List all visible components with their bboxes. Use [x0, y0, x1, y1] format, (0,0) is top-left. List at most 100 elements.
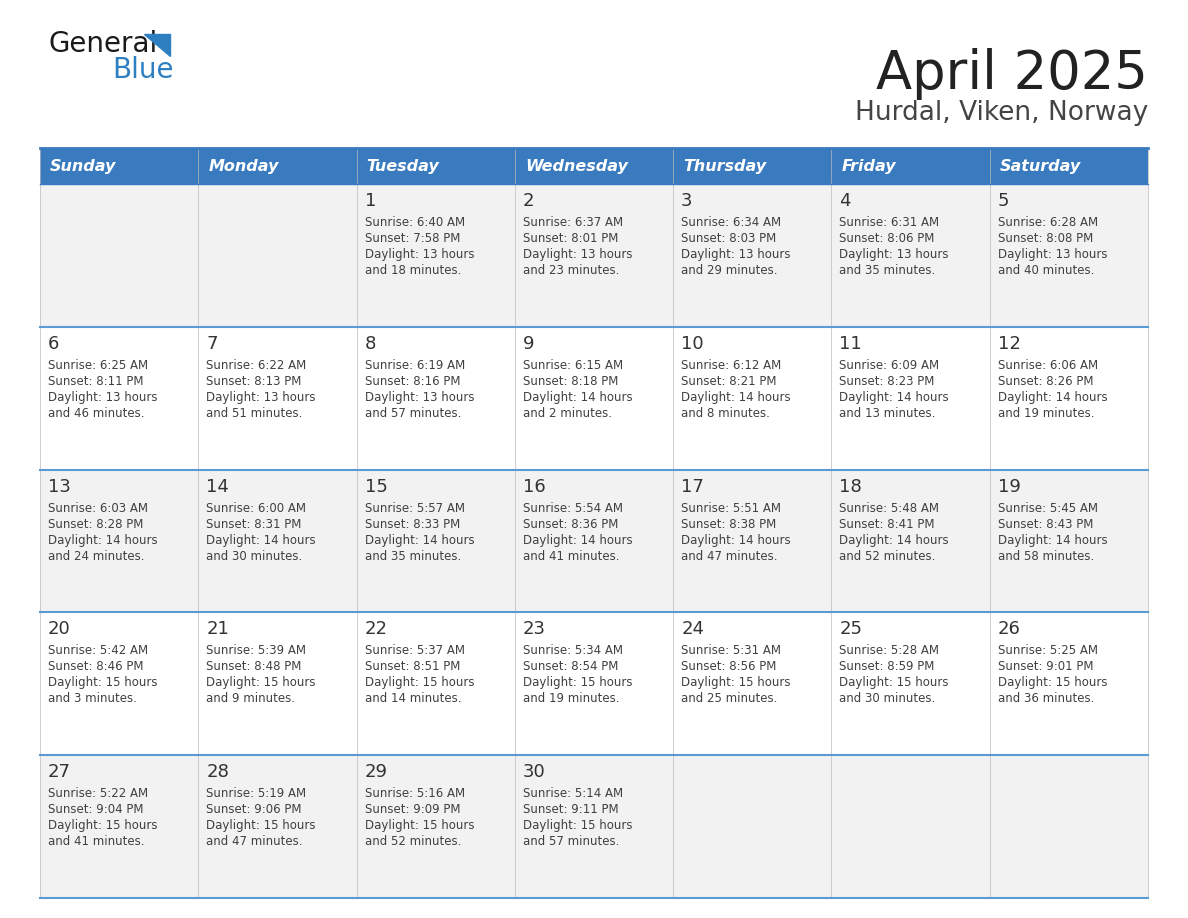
- Text: Sunset: 8:46 PM: Sunset: 8:46 PM: [48, 660, 144, 674]
- Text: Sunrise: 5:34 AM: Sunrise: 5:34 AM: [523, 644, 623, 657]
- Text: Daylight: 14 hours: Daylight: 14 hours: [207, 533, 316, 546]
- Text: Daylight: 13 hours: Daylight: 13 hours: [365, 391, 474, 404]
- Text: Sunset: 8:08 PM: Sunset: 8:08 PM: [998, 232, 1093, 245]
- Text: Sunrise: 5:31 AM: Sunrise: 5:31 AM: [681, 644, 782, 657]
- Text: and 9 minutes.: and 9 minutes.: [207, 692, 296, 705]
- Text: Daylight: 13 hours: Daylight: 13 hours: [48, 391, 158, 404]
- Text: 26: 26: [998, 621, 1020, 638]
- Text: Sunrise: 6:06 AM: Sunrise: 6:06 AM: [998, 359, 1098, 372]
- Text: Daylight: 15 hours: Daylight: 15 hours: [207, 677, 316, 689]
- Text: Sunrise: 5:57 AM: Sunrise: 5:57 AM: [365, 501, 465, 515]
- Text: Sunset: 8:03 PM: Sunset: 8:03 PM: [681, 232, 777, 245]
- Text: Daylight: 14 hours: Daylight: 14 hours: [365, 533, 474, 546]
- Text: 30: 30: [523, 763, 545, 781]
- Text: 11: 11: [840, 335, 862, 353]
- Bar: [356, 148, 514, 184]
- Text: 22: 22: [365, 621, 387, 638]
- Text: Daylight: 15 hours: Daylight: 15 hours: [365, 677, 474, 689]
- Text: Hurdal, Viken, Norway: Hurdal, Viken, Norway: [854, 100, 1148, 126]
- Text: and 41 minutes.: and 41 minutes.: [523, 550, 619, 563]
- Text: 10: 10: [681, 335, 703, 353]
- Text: April 2025: April 2025: [876, 48, 1148, 100]
- Text: 20: 20: [48, 621, 71, 638]
- Text: Thursday: Thursday: [683, 159, 766, 174]
- Text: Wednesday: Wednesday: [525, 159, 627, 174]
- Text: Sunrise: 6:12 AM: Sunrise: 6:12 AM: [681, 359, 782, 372]
- Text: Sunset: 8:06 PM: Sunset: 8:06 PM: [840, 232, 935, 245]
- Text: 18: 18: [840, 477, 862, 496]
- Text: and 47 minutes.: and 47 minutes.: [681, 550, 778, 563]
- Text: 3: 3: [681, 192, 693, 210]
- Text: Sunset: 8:28 PM: Sunset: 8:28 PM: [48, 518, 144, 531]
- Text: Sunrise: 5:14 AM: Sunrise: 5:14 AM: [523, 788, 623, 800]
- Text: Sunrise: 6:31 AM: Sunrise: 6:31 AM: [840, 216, 940, 229]
- Text: and 30 minutes.: and 30 minutes.: [207, 550, 303, 563]
- Text: Daylight: 13 hours: Daylight: 13 hours: [840, 248, 949, 261]
- Text: and 40 minutes.: and 40 minutes.: [998, 264, 1094, 277]
- Bar: [40, 756, 1148, 898]
- Text: Saturday: Saturday: [1000, 159, 1081, 174]
- Text: 1: 1: [365, 192, 375, 210]
- Text: Blue: Blue: [112, 56, 173, 84]
- Text: Friday: Friday: [841, 159, 896, 174]
- Text: 19: 19: [998, 477, 1020, 496]
- Text: Tuesday: Tuesday: [367, 159, 440, 174]
- Text: Sunrise: 6:15 AM: Sunrise: 6:15 AM: [523, 359, 623, 372]
- Bar: [832, 148, 990, 184]
- Text: and 47 minutes.: and 47 minutes.: [207, 835, 303, 848]
- Text: Sunrise: 6:37 AM: Sunrise: 6:37 AM: [523, 216, 623, 229]
- Text: 4: 4: [840, 192, 851, 210]
- Text: 24: 24: [681, 621, 704, 638]
- Text: 25: 25: [840, 621, 862, 638]
- Text: 17: 17: [681, 477, 704, 496]
- Text: Sunrise: 5:25 AM: Sunrise: 5:25 AM: [998, 644, 1098, 657]
- Text: and 41 minutes.: and 41 minutes.: [48, 835, 145, 848]
- Text: and 3 minutes.: and 3 minutes.: [48, 692, 137, 705]
- Text: Daylight: 14 hours: Daylight: 14 hours: [840, 391, 949, 404]
- Bar: [40, 470, 1148, 612]
- Text: Daylight: 14 hours: Daylight: 14 hours: [998, 533, 1107, 546]
- Text: Sunrise: 5:19 AM: Sunrise: 5:19 AM: [207, 788, 307, 800]
- Text: Sunset: 8:21 PM: Sunset: 8:21 PM: [681, 375, 777, 387]
- Text: Sunset: 8:56 PM: Sunset: 8:56 PM: [681, 660, 777, 674]
- Text: 9: 9: [523, 335, 535, 353]
- Text: Sunset: 9:01 PM: Sunset: 9:01 PM: [998, 660, 1093, 674]
- Text: and 2 minutes.: and 2 minutes.: [523, 407, 612, 420]
- Bar: [514, 148, 674, 184]
- Text: 21: 21: [207, 621, 229, 638]
- Text: Daylight: 14 hours: Daylight: 14 hours: [523, 391, 632, 404]
- Text: 23: 23: [523, 621, 545, 638]
- Text: Daylight: 13 hours: Daylight: 13 hours: [681, 248, 791, 261]
- Text: Sunset: 8:38 PM: Sunset: 8:38 PM: [681, 518, 777, 531]
- Text: and 23 minutes.: and 23 minutes.: [523, 264, 619, 277]
- Text: Sunset: 9:09 PM: Sunset: 9:09 PM: [365, 803, 460, 816]
- Text: Sunset: 9:11 PM: Sunset: 9:11 PM: [523, 803, 619, 816]
- Text: Sunset: 8:43 PM: Sunset: 8:43 PM: [998, 518, 1093, 531]
- Text: Daylight: 15 hours: Daylight: 15 hours: [365, 819, 474, 833]
- Text: Monday: Monday: [208, 159, 279, 174]
- Text: Daylight: 14 hours: Daylight: 14 hours: [840, 533, 949, 546]
- Text: Sunset: 8:54 PM: Sunset: 8:54 PM: [523, 660, 618, 674]
- Text: and 13 minutes.: and 13 minutes.: [840, 407, 936, 420]
- Text: and 52 minutes.: and 52 minutes.: [840, 550, 936, 563]
- Text: Sunset: 8:13 PM: Sunset: 8:13 PM: [207, 375, 302, 387]
- Text: 16: 16: [523, 477, 545, 496]
- Text: Sunrise: 5:42 AM: Sunrise: 5:42 AM: [48, 644, 148, 657]
- Text: Sunset: 8:33 PM: Sunset: 8:33 PM: [365, 518, 460, 531]
- Text: and 29 minutes.: and 29 minutes.: [681, 264, 778, 277]
- Bar: [40, 327, 1148, 470]
- Text: and 52 minutes.: and 52 minutes.: [365, 835, 461, 848]
- Text: Sunrise: 6:00 AM: Sunrise: 6:00 AM: [207, 501, 307, 515]
- Text: 7: 7: [207, 335, 217, 353]
- Text: Sunset: 8:51 PM: Sunset: 8:51 PM: [365, 660, 460, 674]
- Text: Sunrise: 5:48 AM: Sunrise: 5:48 AM: [840, 501, 940, 515]
- Text: and 24 minutes.: and 24 minutes.: [48, 550, 145, 563]
- Text: Sunrise: 6:19 AM: Sunrise: 6:19 AM: [365, 359, 465, 372]
- Text: Sunset: 8:48 PM: Sunset: 8:48 PM: [207, 660, 302, 674]
- Text: and 30 minutes.: and 30 minutes.: [840, 692, 936, 705]
- Text: 6: 6: [48, 335, 59, 353]
- Text: Daylight: 15 hours: Daylight: 15 hours: [681, 677, 791, 689]
- Text: Sunrise: 6:40 AM: Sunrise: 6:40 AM: [365, 216, 465, 229]
- Text: Sunrise: 6:25 AM: Sunrise: 6:25 AM: [48, 359, 148, 372]
- Text: Sunrise: 5:39 AM: Sunrise: 5:39 AM: [207, 644, 307, 657]
